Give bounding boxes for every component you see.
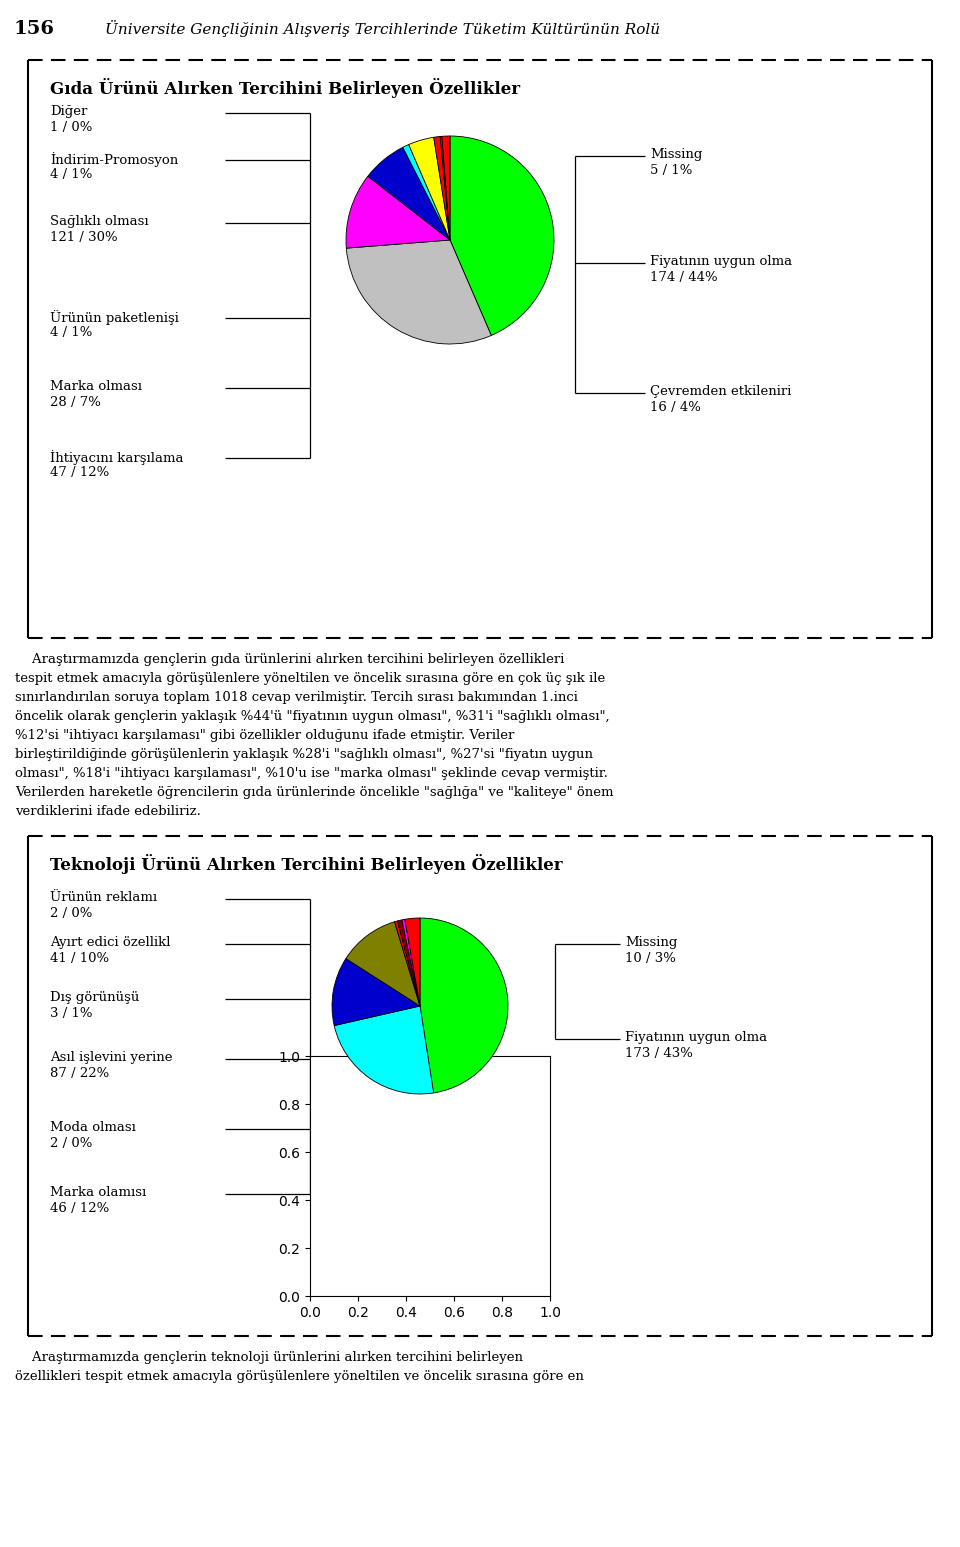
Text: Fiyatının uygun olma: Fiyatının uygun olma xyxy=(625,1030,767,1044)
Wedge shape xyxy=(395,920,420,1006)
Text: tespit etmek amacıyla görüşülenlere yöneltilen ve öncelik sırasına göre en çok ü: tespit etmek amacıyla görüşülenlere yöne… xyxy=(15,671,605,685)
Wedge shape xyxy=(347,240,492,343)
Text: 5 / 1%: 5 / 1% xyxy=(650,164,692,176)
Text: 16 / 4%: 16 / 4% xyxy=(650,401,701,415)
Wedge shape xyxy=(441,136,450,240)
Text: öncelik olarak gençlerin yaklaşık %44'ü "fiyatının uygun olması", %31'i "sağlıkl: öncelik olarak gençlerin yaklaşık %44'ü … xyxy=(15,710,610,722)
Text: Missing: Missing xyxy=(650,149,703,161)
Text: sınırlandırılan soruya toplam 1018 cevap verilmiştir. Tercih sırası bakımından 1: sınırlandırılan soruya toplam 1018 cevap… xyxy=(15,692,578,704)
Wedge shape xyxy=(346,176,450,248)
Text: Ürünün paketlenişi: Ürünün paketlenişi xyxy=(50,309,179,325)
Text: 2 / 0%: 2 / 0% xyxy=(50,907,92,920)
Text: Araştırmamızda gençlerin gıda ürünlerini alırken tercihini belirleyen özellikler: Araştırmamızda gençlerin gıda ürünlerini… xyxy=(15,653,564,667)
Wedge shape xyxy=(434,136,450,240)
Wedge shape xyxy=(402,919,420,1006)
Text: 173 / 43%: 173 / 43% xyxy=(625,1047,693,1060)
Text: Sağlıklı olması: Sağlıklı olması xyxy=(50,215,149,227)
Wedge shape xyxy=(442,136,450,240)
Text: 87 / 22%: 87 / 22% xyxy=(50,1067,109,1080)
Text: İhtiyacını karşılama: İhtiyacını karşılama xyxy=(50,450,183,466)
Wedge shape xyxy=(420,917,508,1092)
Text: Ayırt edici özellikl: Ayırt edici özellikl xyxy=(50,936,171,948)
Text: Araştırmamızda gençlerin teknoloji ürünlerini alırken tercihini belirleyen: Araştırmamızda gençlerin teknoloji ürünl… xyxy=(15,1351,523,1364)
Text: verdiklerini ifade edebiliriz.: verdiklerini ifade edebiliriz. xyxy=(15,804,201,818)
Wedge shape xyxy=(332,959,420,1026)
Text: Çevremden etkileniri: Çevremden etkileniri xyxy=(650,385,791,398)
Wedge shape xyxy=(409,138,450,240)
Text: 3 / 1%: 3 / 1% xyxy=(50,1007,92,1019)
Text: Asıl işlevini yerine: Asıl işlevini yerine xyxy=(50,1050,173,1064)
Text: Verilerden hareketle öğrencilerin gıda ürünlerinde öncelikle "sağlığa" ve "kalit: Verilerden hareketle öğrencilerin gıda ü… xyxy=(15,786,613,798)
Wedge shape xyxy=(450,136,554,336)
Text: Diğer: Diğer xyxy=(50,105,87,118)
Text: Dış görünüşü: Dış görünüşü xyxy=(50,992,139,1004)
Text: 46 / 12%: 46 / 12% xyxy=(50,1202,109,1214)
Text: olması", %18'i "ihtiyacı karşılaması", %10'u ise "marka olması" şeklinde cevap v: olması", %18'i "ihtiyacı karşılaması", %… xyxy=(15,767,608,780)
Wedge shape xyxy=(346,922,420,1006)
Text: 156: 156 xyxy=(14,20,55,39)
Wedge shape xyxy=(334,1006,434,1094)
Text: 2 / 0%: 2 / 0% xyxy=(50,1137,92,1149)
Text: 47 / 12%: 47 / 12% xyxy=(50,466,109,480)
Text: İndirim-Promosyon: İndirim-Promosyon xyxy=(50,152,179,167)
Text: Üniversite Gençliğinin Alışveriş Tercihlerinde Tüketim Kültürünün Rolü: Üniversite Gençliğinin Alışveriş Tercihl… xyxy=(105,20,660,37)
Text: Fiyatının uygun olma: Fiyatının uygun olma xyxy=(650,255,792,268)
Wedge shape xyxy=(403,144,450,240)
Text: 121 / 30%: 121 / 30% xyxy=(50,231,118,244)
Text: 10 / 3%: 10 / 3% xyxy=(625,951,676,965)
Text: 174 / 44%: 174 / 44% xyxy=(650,271,718,285)
Text: 41 / 10%: 41 / 10% xyxy=(50,951,109,965)
Text: Moda olması: Moda olması xyxy=(50,1122,136,1134)
Wedge shape xyxy=(405,917,420,1006)
Text: 4 / 1%: 4 / 1% xyxy=(50,326,92,339)
Text: Ürünün reklamı: Ürünün reklamı xyxy=(50,891,157,903)
Text: Gıda Ürünü Alırken Tercihini Belirleyen Özellikler: Gıda Ürünü Alırken Tercihini Belirleyen … xyxy=(50,77,520,97)
Text: 4 / 1%: 4 / 1% xyxy=(50,169,92,181)
Text: Missing: Missing xyxy=(625,936,678,948)
Text: birleştirildiğinde görüşülenlerin yaklaşık %28'i "sağlıklı olması", %27'si "fiya: birleştirildiğinde görüşülenlerin yaklaş… xyxy=(15,749,593,761)
Text: 28 / 7%: 28 / 7% xyxy=(50,396,101,408)
Text: özellikleri tespit etmek amacıyla görüşülenlere yöneltilen ve öncelik sırasına g: özellikleri tespit etmek amacıyla görüşü… xyxy=(15,1371,584,1383)
Wedge shape xyxy=(397,920,420,1006)
Text: Marka olamısı: Marka olamısı xyxy=(50,1187,146,1199)
Text: 1 / 0%: 1 / 0% xyxy=(50,121,92,135)
Text: Marka olması: Marka olması xyxy=(50,381,142,393)
Text: %12'si "ihtiyacı karşılaması" gibi özellikler olduğunu ifade etmiştir. Veriler: %12'si "ihtiyacı karşılaması" gibi özell… xyxy=(15,729,515,743)
Wedge shape xyxy=(368,147,450,240)
Text: Teknoloji Ürünü Alırken Tercihini Belirleyen Özellikler: Teknoloji Ürünü Alırken Tercihini Belirl… xyxy=(50,854,563,874)
